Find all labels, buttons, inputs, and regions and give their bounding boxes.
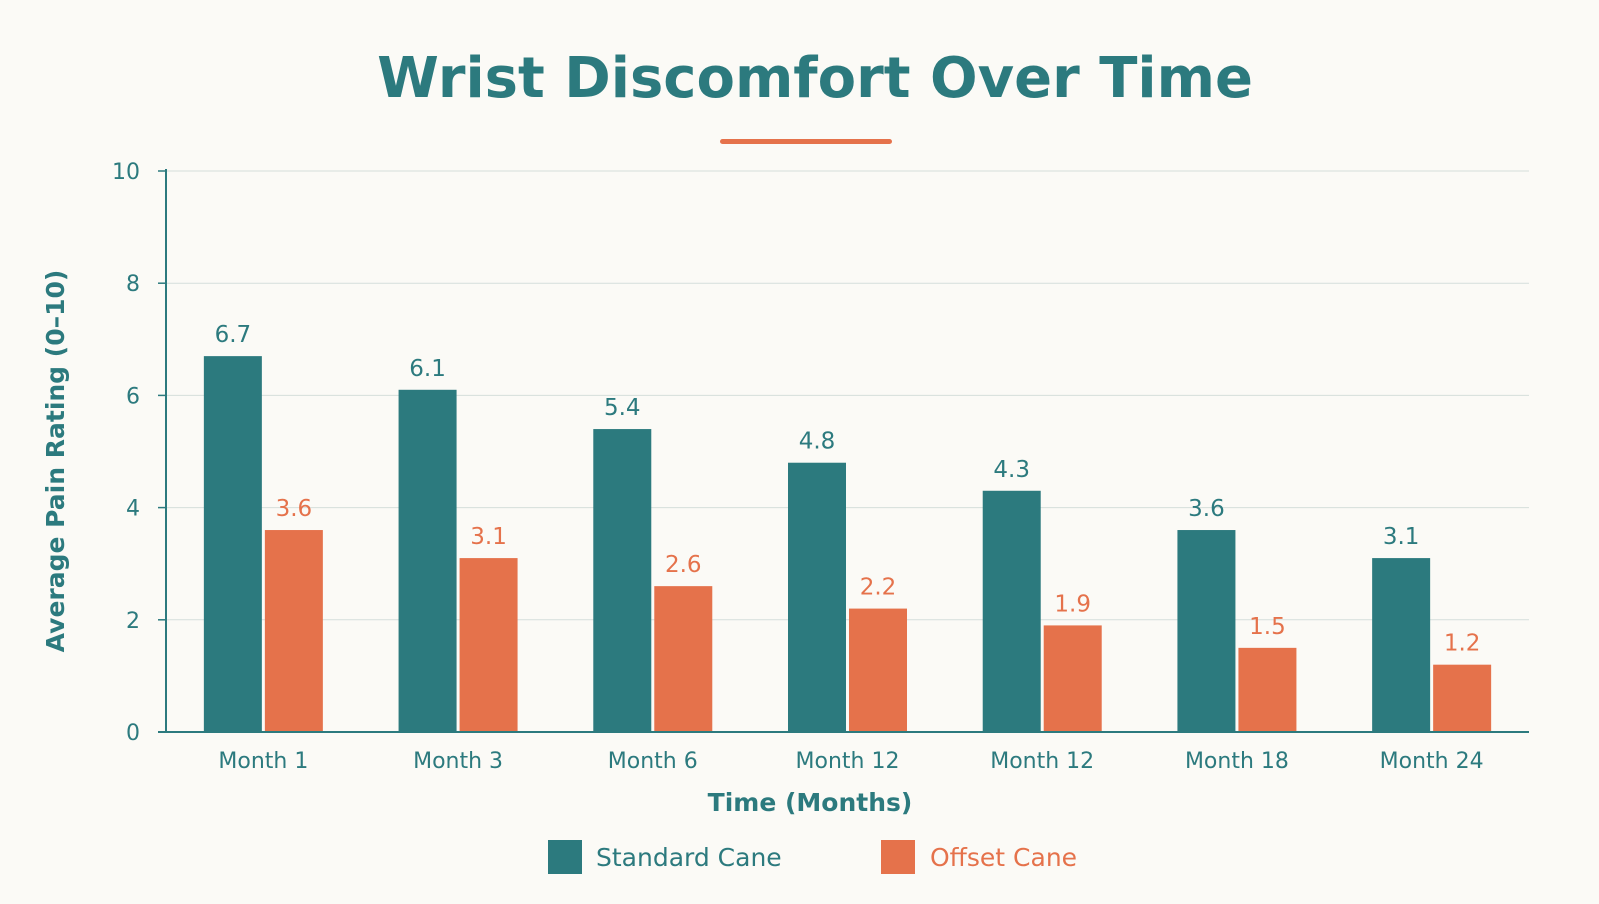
data-label: 1.9 <box>1054 591 1091 617</box>
x-category-label: Month 3 <box>413 749 503 774</box>
x-category-label: Month 24 <box>1380 749 1484 774</box>
bar-standard-cane <box>788 462 846 732</box>
y-tick-label: 10 <box>112 160 140 185</box>
bar-offset-cane <box>264 530 323 732</box>
x-category-label: Month 1 <box>218 749 308 774</box>
bar-standard-cane <box>982 490 1041 732</box>
data-label: 6.7 <box>215 322 252 348</box>
x-category-label: Month 12 <box>796 749 900 774</box>
x-category-label: Month 6 <box>608 749 698 774</box>
data-label: 1.2 <box>1444 631 1481 657</box>
bar-offset-cane <box>1238 647 1297 732</box>
data-label: 4.8 <box>799 429 836 455</box>
legend-label-offset-cane: Offset Cane <box>930 843 1077 872</box>
data-label: 5.4 <box>604 395 641 421</box>
data-label: 3.1 <box>470 524 507 550</box>
data-label: 3.6 <box>276 496 313 522</box>
y-tick-label: 4 <box>126 497 140 522</box>
bar-standard-cane <box>398 389 457 732</box>
y-axis-title: Average Pain Rating (0–10) <box>41 270 70 653</box>
y-tick-label: 6 <box>126 384 140 409</box>
bar-offset-cane <box>849 608 907 732</box>
legend-swatch-offset-cane <box>881 840 915 874</box>
bar-offset-cane <box>1433 664 1492 732</box>
data-label: 6.1 <box>409 356 446 382</box>
y-tick-label: 8 <box>126 272 140 297</box>
bar-offset-cane <box>654 586 713 732</box>
chart-title: Wrist Discomfort Over Time <box>377 46 1253 111</box>
x-category-label: Month 12 <box>990 749 1094 774</box>
data-label: 2.2 <box>860 575 897 601</box>
x-axis-title: Time (Months) <box>708 788 913 817</box>
axes <box>158 169 1529 733</box>
bar-standard-cane <box>203 356 262 732</box>
x-category-label: Month 18 <box>1185 749 1289 774</box>
title-underline <box>720 139 892 144</box>
data-label: 4.3 <box>993 457 1030 483</box>
bar-standard-cane <box>1372 558 1431 732</box>
legend-swatch-standard-cane <box>548 840 582 874</box>
y-axis-ticks: 0 2 4 6 8 10 <box>112 160 166 746</box>
x-axis-categories: Month 1 Month 3 Month 6 Month 12 Month 12 Mon… <box>218 749 1483 774</box>
bar-offset-cane <box>1043 625 1102 732</box>
bar-standard-cane <box>593 429 652 732</box>
data-label: 3.6 <box>1188 496 1225 522</box>
legend: Standard Cane Offset Cane <box>548 840 1077 874</box>
bar-offset-cane <box>459 558 518 732</box>
bar-standard-cane <box>1177 530 1236 732</box>
value-labels: 6.7 3.6 6.1 3.1 5.4 2.6 4.8 2.2 4.3 1.9 3.6 1.5 3.1 1… <box>215 322 1481 657</box>
data-label: 1.5 <box>1249 614 1286 640</box>
legend-label-standard-cane: Standard Cane <box>596 843 782 872</box>
y-tick-label: 2 <box>126 609 140 634</box>
y-tick-label: 0 <box>126 721 140 746</box>
grid-lines <box>166 170 1529 621</box>
data-label: 2.6 <box>665 552 702 578</box>
bars <box>203 356 1492 732</box>
data-label: 3.1 <box>1383 524 1420 550</box>
